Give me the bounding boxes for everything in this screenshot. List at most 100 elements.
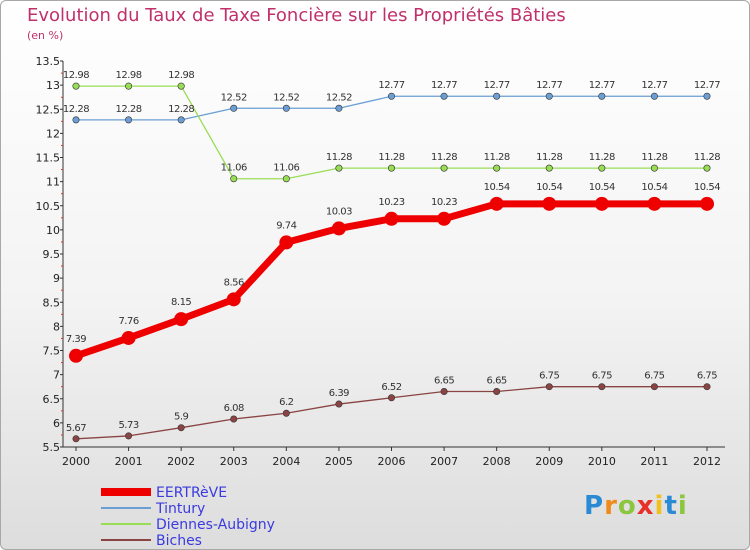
data-point <box>650 92 658 100</box>
data-point <box>440 164 448 172</box>
data-point <box>335 104 343 112</box>
logo-letter: i <box>654 491 665 521</box>
y-tick-label: 9 <box>53 272 60 285</box>
data-point <box>69 348 83 363</box>
data-point <box>384 211 399 226</box>
data-point <box>226 292 241 307</box>
data-label: 12.77 <box>378 80 404 91</box>
x-tick-label: 2005 <box>325 455 353 468</box>
x-tick-label: 2001 <box>115 455 143 468</box>
x-tick-label: 2000 <box>62 455 90 468</box>
y-tick-label: 11.5 <box>36 152 61 165</box>
data-label: 6.65 <box>434 376 454 387</box>
data-label: 12.98 <box>168 70 194 81</box>
data-label: 11.06 <box>273 163 299 174</box>
data-label: 6.75 <box>539 371 559 382</box>
data-label: 8.56 <box>224 277 244 288</box>
unit-label: (en %) <box>27 29 64 42</box>
x-tick-label: 2004 <box>272 455 300 468</box>
logo-letter: x <box>636 491 655 521</box>
data-label: 10.23 <box>378 197 404 208</box>
data-label: 12.52 <box>273 92 299 103</box>
data-point <box>387 394 395 402</box>
series-line <box>72 200 711 360</box>
data-point <box>279 235 294 250</box>
data-point <box>493 164 501 172</box>
data-point <box>72 116 80 124</box>
legend-label: EERTRèVE <box>156 485 227 501</box>
data-point <box>437 211 452 226</box>
legend-label: Diennes-Aubigny <box>156 517 275 533</box>
data-point <box>493 92 501 100</box>
data-point <box>177 82 185 90</box>
data-label: 12.77 <box>484 80 510 91</box>
data-label: 6.75 <box>592 371 612 382</box>
x-tick-label: 2012 <box>693 455 721 468</box>
data-label: 7.39 <box>66 334 86 345</box>
data-point <box>335 400 343 408</box>
data-point <box>598 164 606 172</box>
logo-letter: i <box>677 491 688 521</box>
y-tick-label: 13.5 <box>36 55 61 68</box>
data-label: 6.65 <box>487 376 507 387</box>
y-tick-label: 11 <box>46 176 60 189</box>
data-point <box>174 312 189 327</box>
data-point <box>72 435 80 443</box>
data-label: 11.28 <box>484 152 510 163</box>
data-label: 6.75 <box>644 371 664 382</box>
data-label: 11.28 <box>326 152 352 163</box>
x-tick-label: 2009 <box>535 455 563 468</box>
y-tick-label: 6.5 <box>43 393 61 406</box>
data-label: 11.28 <box>589 152 615 163</box>
y-tick-label: 12 <box>46 127 60 140</box>
y-tick-label: 10.5 <box>36 200 61 213</box>
data-label: 12.77 <box>641 80 667 91</box>
data-point <box>177 116 185 124</box>
data-label: 11.06 <box>221 163 247 174</box>
data-point <box>121 330 136 345</box>
data-label: 11.28 <box>431 152 457 163</box>
data-point <box>72 82 80 90</box>
y-tick-label: 5.5 <box>43 441 61 454</box>
data-label: 12.52 <box>221 92 247 103</box>
proxiti-logo: Proxiti <box>584 491 688 521</box>
data-point <box>489 196 504 211</box>
data-label: 11.28 <box>536 152 562 163</box>
data-point <box>703 92 711 100</box>
data-point <box>230 175 238 183</box>
data-label: 12.28 <box>63 104 89 115</box>
y-tick-label: 8.5 <box>43 296 61 309</box>
x-tick-label: 2007 <box>430 455 458 468</box>
x-tick-label: 2002 <box>167 455 195 468</box>
data-label: 12.77 <box>431 80 457 91</box>
data-label: 9.74 <box>276 220 296 231</box>
data-label: 6.2 <box>279 397 294 408</box>
data-label: 5.73 <box>118 420 138 431</box>
data-label: 11.28 <box>694 152 720 163</box>
data-point <box>700 196 714 211</box>
data-label: 8.15 <box>171 297 191 308</box>
data-label: 10.03 <box>326 206 352 217</box>
x-tick-label: 2003 <box>220 455 248 468</box>
data-point <box>125 432 133 440</box>
x-tick-label: 2011 <box>640 455 668 468</box>
data-point <box>545 383 553 391</box>
data-point <box>125 82 133 90</box>
data-label: 10.54 <box>484 182 510 193</box>
x-tick-label: 2010 <box>588 455 616 468</box>
y-tick-label: 10 <box>46 224 60 237</box>
data-label: 5.67 <box>66 423 86 434</box>
data-point <box>282 409 290 417</box>
data-point <box>703 383 711 391</box>
data-point <box>177 424 185 432</box>
logo-letter: o <box>617 491 637 521</box>
data-point <box>282 104 290 112</box>
data-point <box>125 116 133 124</box>
data-label: 6.75 <box>697 371 717 382</box>
data-label: 12.77 <box>536 80 562 91</box>
y-tick-label: 7.5 <box>43 345 61 358</box>
data-point <box>598 92 606 100</box>
data-point <box>650 164 658 172</box>
data-label: 10.23 <box>431 197 457 208</box>
